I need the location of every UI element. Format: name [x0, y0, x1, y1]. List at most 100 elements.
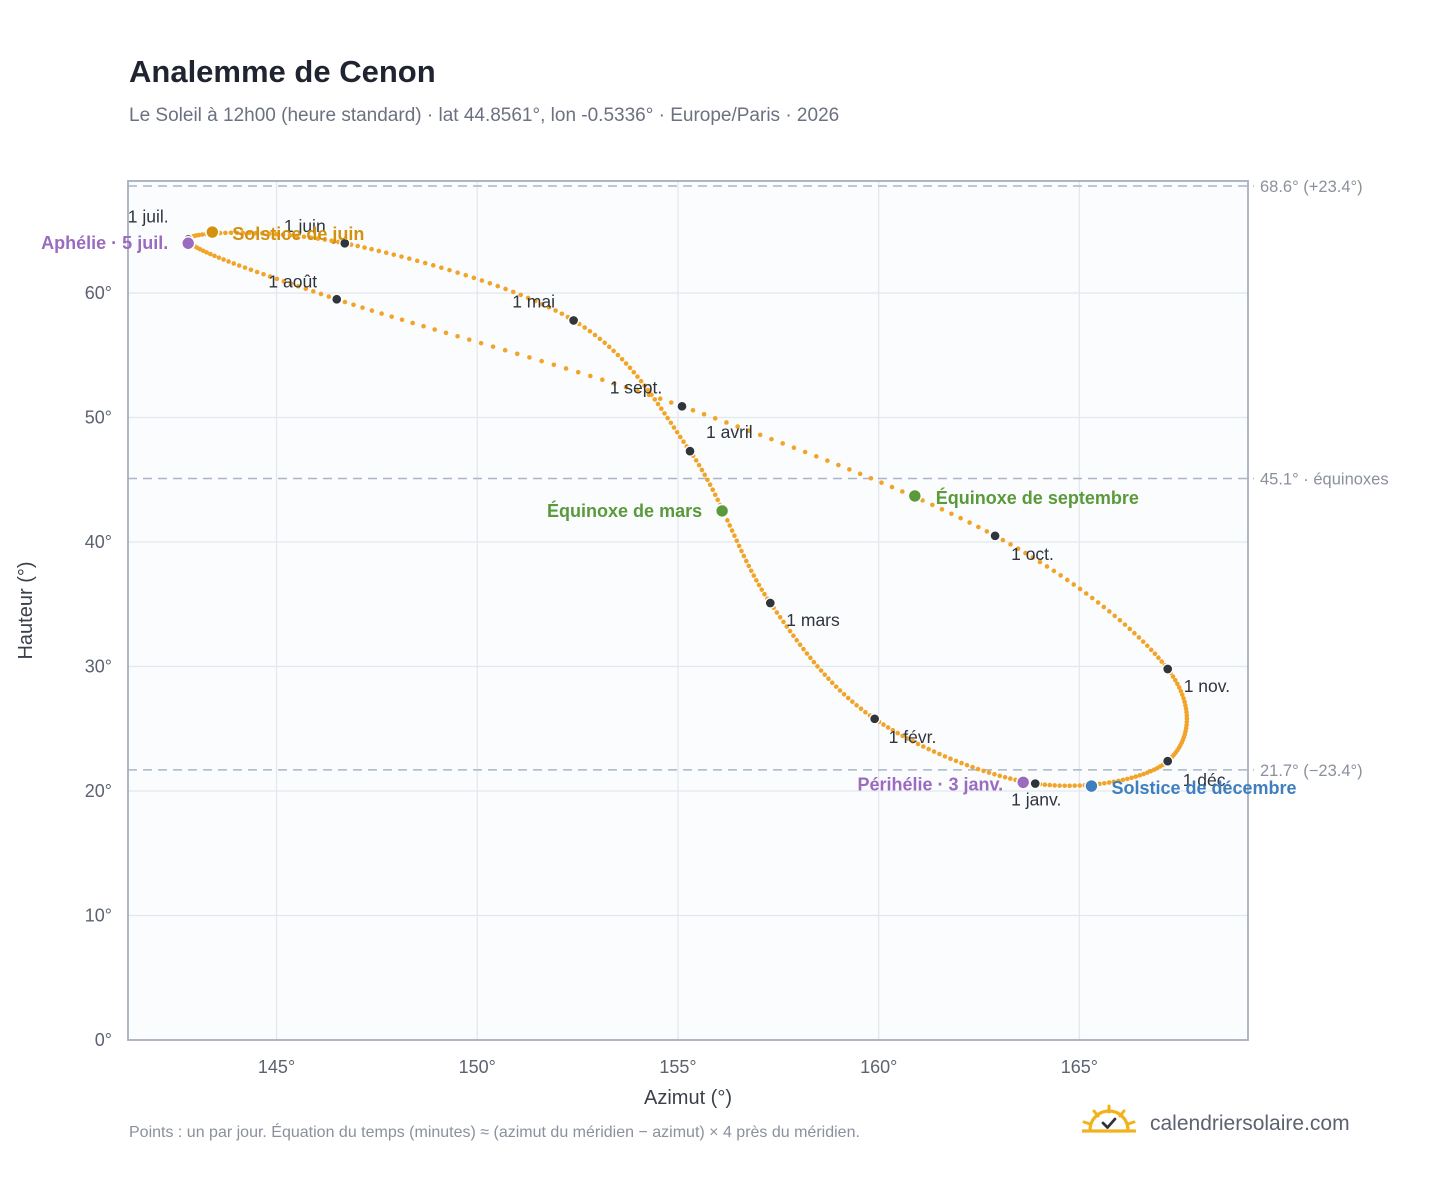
daily-point [260, 231, 265, 236]
daily-point [791, 445, 797, 450]
daily-point [1175, 681, 1180, 687]
daily-point [808, 655, 813, 661]
daily-point [1181, 696, 1186, 701]
daily-point [1152, 651, 1158, 657]
event-marker [1084, 778, 1099, 794]
daily-point [1132, 630, 1137, 636]
month-marker [1162, 755, 1174, 767]
daily-point [920, 498, 925, 503]
daily-point [748, 568, 754, 574]
daily-point [826, 676, 831, 682]
sun-logo-icon [1081, 1104, 1137, 1143]
daily-point [329, 238, 334, 244]
x-tick-label: 150° [459, 1057, 496, 1077]
daily-point [212, 253, 217, 259]
daily-point [665, 415, 670, 421]
daily-point [301, 234, 307, 240]
daily-point [705, 477, 710, 483]
daily-point [777, 614, 783, 620]
daily-point [958, 515, 963, 521]
brand-name[interactable]: calendriersolaire.com [1150, 1111, 1350, 1135]
daily-point [267, 274, 273, 279]
daily-point [1102, 780, 1107, 786]
daily-point [422, 260, 428, 266]
daily-point [478, 340, 484, 346]
daily-point [447, 267, 452, 273]
daily-point [240, 230, 246, 236]
daily-point [546, 305, 552, 310]
daily-point [930, 502, 935, 508]
daily-point [1089, 595, 1095, 601]
daily-point [432, 327, 437, 332]
daily-point [787, 628, 793, 634]
month-label: 1 juin [284, 216, 326, 236]
daily-point [326, 294, 332, 299]
chart-subtitle: Le Soleil à 12h00 (heure standard) · lat… [129, 105, 840, 126]
daily-point [674, 429, 680, 435]
daily-point [623, 384, 629, 390]
month-label: 1 avril [706, 422, 753, 442]
daily-point [623, 361, 629, 366]
event-label: Aphélie · 5 juil. [41, 233, 168, 253]
daily-point [984, 529, 990, 534]
daily-point [678, 434, 683, 440]
y-tick-label: 30° [85, 657, 112, 677]
daily-point [254, 269, 260, 275]
plot-frame [127, 180, 1249, 1041]
daily-point [727, 523, 733, 528]
daily-point [784, 624, 790, 629]
daily-point [602, 340, 607, 346]
month-label: 1 déc. [1183, 770, 1231, 790]
daily-point [690, 407, 696, 413]
daily-point [410, 320, 415, 326]
reference-line-label: 45.1° · équinoxes [1260, 471, 1389, 489]
daily-point [200, 232, 205, 237]
daily-point [658, 406, 664, 411]
x-tick-label: 155° [659, 1057, 696, 1077]
month-label: 1 nov. [1184, 676, 1230, 696]
daily-point [702, 472, 708, 478]
daily-point [294, 233, 300, 239]
daily-point [406, 256, 412, 261]
brand[interactable]: calendriersolaire.com [1081, 1104, 1350, 1143]
daily-point [1042, 782, 1048, 787]
daily-point [221, 257, 226, 262]
x-axis-label: Azimut (°) [644, 1087, 732, 1109]
daily-point [1129, 775, 1134, 781]
daily-point [1120, 777, 1126, 783]
daily-point [905, 736, 910, 741]
daily-point [463, 272, 469, 278]
daily-point [1140, 639, 1146, 644]
daily-point [311, 289, 316, 294]
daily-point [1148, 768, 1154, 774]
daily-point [611, 381, 617, 386]
daily-point [539, 358, 544, 364]
daily-point [383, 250, 389, 256]
daily-point [266, 231, 272, 237]
daily-point [1141, 771, 1146, 777]
daily-point [959, 760, 964, 766]
daily-point [1127, 626, 1133, 632]
daily-point [399, 317, 405, 323]
daily-point [836, 462, 841, 468]
daily-point [296, 283, 301, 289]
daily-point [273, 231, 279, 237]
daily-point [246, 230, 252, 236]
daily-point [376, 248, 382, 254]
daily-point [1170, 674, 1176, 679]
daily-point [833, 684, 839, 689]
daily-point [1095, 600, 1101, 605]
daily-point [466, 337, 472, 342]
daily-point [939, 507, 945, 512]
daily-point [1052, 783, 1057, 788]
daily-point [863, 709, 868, 715]
daily-point [490, 344, 496, 349]
daily-point [1156, 655, 1161, 661]
daily-point [510, 289, 516, 295]
daily-point [369, 308, 375, 313]
event-label: Solstice de juin [232, 224, 364, 244]
daily-point [1148, 647, 1154, 653]
daily-point [751, 573, 757, 578]
month-marker [339, 237, 351, 249]
daily-point [813, 454, 819, 459]
